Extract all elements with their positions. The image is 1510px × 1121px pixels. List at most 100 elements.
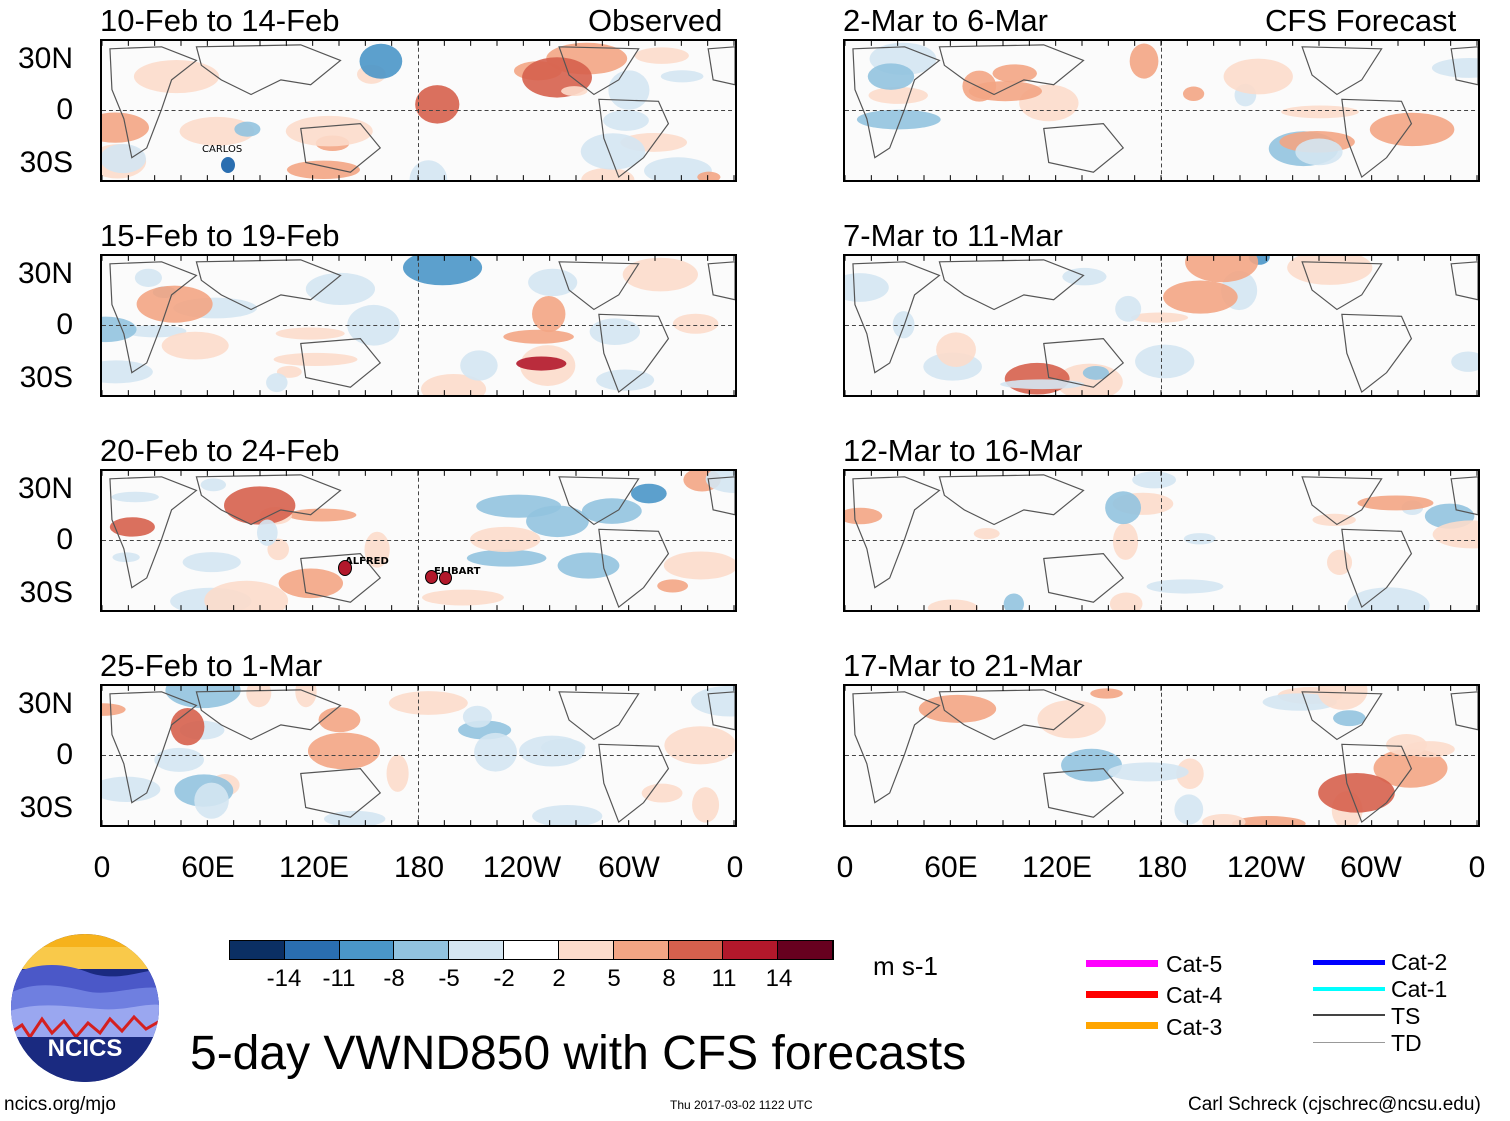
anomaly-map <box>845 471 1478 610</box>
anomaly-blob <box>630 483 667 504</box>
coastline <box>109 691 198 804</box>
ncics-logo: NCICS <box>10 933 160 1083</box>
anomaly-blob <box>102 360 153 384</box>
anomaly-blob <box>161 331 229 360</box>
anomaly-blob <box>1287 256 1373 285</box>
coastline <box>598 98 670 179</box>
coastline <box>300 553 382 603</box>
legend-label: Cat-2 <box>1391 949 1448 975</box>
panel-title: 20-Feb to 24-Feb <box>100 433 340 468</box>
coastline <box>109 46 198 159</box>
lon-label: 180 <box>393 851 445 884</box>
anomaly-blob <box>557 552 620 579</box>
anomaly-blob <box>526 505 589 538</box>
anomaly-blob <box>466 549 547 567</box>
coastline <box>1043 123 1125 173</box>
coastline <box>1341 313 1413 394</box>
anomaly-blob <box>581 498 642 524</box>
anomaly-blob <box>1132 471 1177 489</box>
storm-label-alfred: ALFRED <box>345 556 389 567</box>
coastline <box>598 743 670 824</box>
legend-line-ts <box>1313 1014 1385 1016</box>
lon-label: 120E <box>1021 851 1093 884</box>
coastline <box>1301 261 1383 311</box>
coastline <box>707 476 735 516</box>
cyclone-symbol-icon <box>439 571 452 585</box>
anomaly-blob <box>200 478 227 492</box>
anomaly-blob <box>1232 816 1306 825</box>
colorbar-tick-label: -14 <box>266 965 302 992</box>
anomaly-blob <box>307 732 380 770</box>
anomaly-blob <box>845 507 883 525</box>
anomaly-blob <box>1061 748 1122 782</box>
anomaly-map <box>102 471 735 610</box>
anomaly-blob <box>102 703 126 716</box>
colorbar-tick-label: -5 <box>438 965 460 992</box>
anomaly-blob <box>1115 295 1142 322</box>
anomaly-blob <box>892 311 915 339</box>
anomaly-blob <box>1182 86 1205 102</box>
anomaly-blob <box>1174 794 1204 825</box>
anomaly-blob <box>194 782 229 819</box>
anomaly-blob <box>470 526 541 552</box>
lat-label: 0 <box>56 738 73 771</box>
anomaly-blob <box>1183 533 1216 545</box>
colorbar-swatch <box>778 941 833 959</box>
storm-label-bart: BART <box>451 566 481 577</box>
colorbar-swatch <box>558 941 614 959</box>
anomaly-blob <box>1131 312 1189 323</box>
anomaly-blob <box>1347 587 1430 610</box>
coastline <box>1301 691 1383 741</box>
coastline <box>109 476 198 589</box>
map-panel <box>100 684 737 827</box>
anomaly-blob <box>1223 58 1293 95</box>
lon-label: 180 <box>1136 851 1188 884</box>
anomaly-blob <box>305 272 376 306</box>
anomaly-blob <box>1037 699 1106 739</box>
coastline <box>852 476 941 589</box>
anomaly-blob <box>663 551 735 580</box>
footer-timestamp: Thu 2017-03-02 1122 UTC <box>670 1098 813 1112</box>
ncics-logo-icon: NCICS <box>11 934 159 1082</box>
anomaly-blob <box>388 691 468 715</box>
colorbar-tick-label: 8 <box>662 965 676 992</box>
anomaly-blob <box>359 43 403 79</box>
footer-website[interactable]: ncics.org/mjo <box>4 1094 116 1115</box>
legend-line-cat3 <box>1086 1022 1158 1029</box>
legend-label: Cat-5 <box>1166 951 1223 977</box>
anomaly-blob <box>1090 688 1123 699</box>
anomaly-blob <box>1112 522 1139 560</box>
coastline <box>1043 768 1125 818</box>
legend-line-cat4 <box>1086 991 1158 998</box>
panel-title: 25-Feb to 1-Mar <box>100 648 323 683</box>
legend-line-cat1 <box>1313 987 1385 991</box>
anomaly-blob <box>1318 772 1395 813</box>
coastline <box>938 44 1085 96</box>
lat-label: 0 <box>56 308 73 341</box>
coastline <box>598 528 670 609</box>
anomaly-blob <box>403 256 483 286</box>
map-panel <box>843 469 1480 612</box>
panel-title: 12-Mar to 16-Mar <box>843 433 1083 468</box>
colorbar-swatch <box>668 941 724 959</box>
lat-label: 30N <box>17 42 73 75</box>
map-panel <box>843 684 1480 827</box>
coastline <box>938 689 1085 741</box>
anomaly-blob <box>622 257 698 292</box>
anomaly-blob <box>267 538 290 561</box>
coastline <box>1450 691 1478 731</box>
storm-track-marker <box>221 157 235 173</box>
colorbar-swatch <box>339 941 395 959</box>
anomaly-blob <box>154 747 204 772</box>
anomaly-blob <box>102 144 146 174</box>
coastline <box>1043 338 1125 388</box>
anomaly-blob <box>224 486 296 525</box>
anomaly-blob <box>968 81 1042 102</box>
anomaly-blob <box>1451 351 1478 372</box>
anomaly-blob <box>386 754 409 792</box>
anomaly-blob <box>528 268 578 297</box>
anomaly-blob <box>927 599 978 610</box>
anomaly-blob <box>276 365 302 378</box>
anomaly-blob <box>170 707 205 746</box>
colorbar-tick-label: 2 <box>552 965 566 992</box>
